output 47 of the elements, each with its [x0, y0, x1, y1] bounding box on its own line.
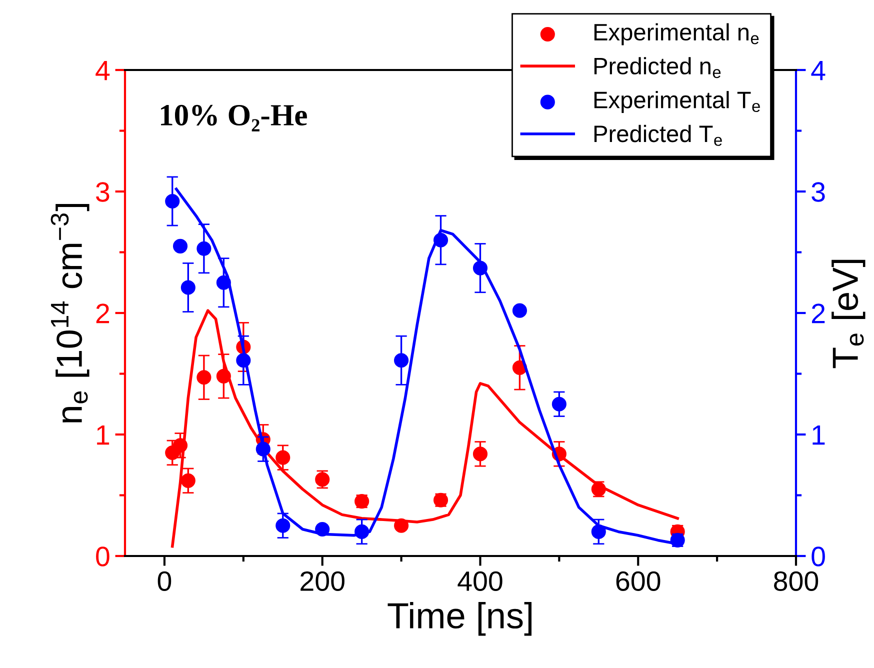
point: [236, 353, 251, 368]
point: [216, 368, 231, 384]
y-tick-label: 1: [97, 425, 110, 445]
point: [315, 522, 330, 537]
point: [394, 518, 409, 533]
point: [591, 524, 606, 539]
point: [512, 303, 527, 318]
y-tick-label: 0: [96, 546, 110, 566]
point: [354, 524, 370, 539]
x-tick-label: 600: [616, 571, 660, 591]
legend-label: Experimental n$_{e}$: [594, 23, 759, 46]
x-axis-title: Time [ns]: [388, 602, 532, 636]
point: [394, 353, 409, 368]
y-tick-label: 3: [96, 182, 110, 202]
y2-axis-title: T$_{e}$ [eV]: [832, 260, 866, 368]
x-tick-label: 0: [158, 571, 172, 591]
line-series: [170, 309, 679, 548]
point: [256, 442, 270, 456]
point: [433, 232, 448, 248]
point: [276, 518, 290, 533]
x-tick-label: 400: [458, 571, 502, 591]
y2-tick-label: 1: [812, 425, 825, 445]
y2-tick-label: 2: [812, 304, 825, 324]
annotation: 10% O₂-He: [161, 104, 307, 132]
point: [472, 260, 488, 276]
point: [196, 241, 212, 256]
point: [180, 473, 196, 488]
point: [196, 370, 212, 385]
point: [165, 194, 180, 209]
y2-tick-label: 3: [812, 182, 825, 202]
point: [172, 238, 188, 254]
point: [552, 396, 566, 412]
point: [472, 446, 488, 462]
x-tick-label: 800: [774, 571, 818, 591]
y-tick-label: 4: [96, 60, 110, 80]
legend-label: Predicted n$_{e}$: [594, 57, 721, 78]
y-axis-title: n$_{e}$ [10$^{14}$ cm$^{−3}$]: [50, 204, 90, 422]
point: [276, 450, 290, 465]
point: [172, 438, 188, 453]
y2-tick-label: 0: [812, 546, 825, 566]
y-tick-label: 2: [96, 304, 110, 324]
y2-tick-label: 4: [811, 60, 826, 80]
point: [216, 275, 231, 290]
x-tick-label: 200: [300, 571, 344, 591]
point: [180, 280, 196, 295]
legend-label: Experimental T$_{e}$: [594, 91, 760, 114]
legend-label: Predicted T$_{e}$: [594, 124, 722, 146]
